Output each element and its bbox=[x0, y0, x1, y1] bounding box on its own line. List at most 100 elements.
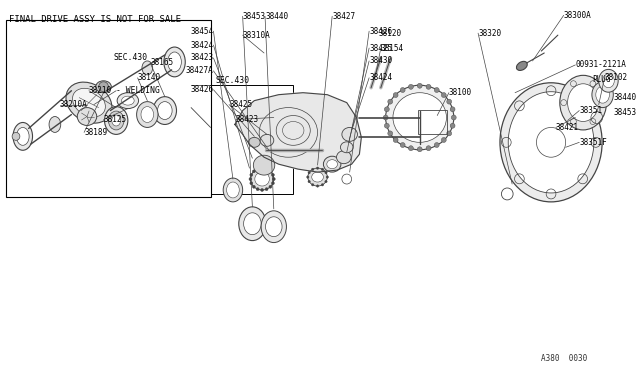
Circle shape bbox=[316, 185, 319, 187]
Circle shape bbox=[383, 115, 388, 120]
Circle shape bbox=[321, 168, 324, 170]
Ellipse shape bbox=[49, 116, 61, 132]
Ellipse shape bbox=[223, 178, 243, 202]
Ellipse shape bbox=[104, 107, 128, 134]
Circle shape bbox=[312, 168, 314, 170]
Text: 00931-2121A: 00931-2121A bbox=[575, 60, 627, 70]
Circle shape bbox=[400, 87, 405, 93]
Text: 38430: 38430 bbox=[369, 57, 392, 65]
Ellipse shape bbox=[253, 155, 275, 175]
Text: 38423: 38423 bbox=[236, 115, 259, 124]
Text: 38210: 38210 bbox=[89, 86, 112, 95]
Ellipse shape bbox=[157, 102, 172, 119]
Circle shape bbox=[308, 171, 310, 174]
Circle shape bbox=[451, 115, 456, 120]
Ellipse shape bbox=[603, 74, 614, 88]
Circle shape bbox=[250, 182, 253, 185]
Ellipse shape bbox=[168, 52, 181, 72]
Circle shape bbox=[450, 107, 455, 112]
Circle shape bbox=[256, 167, 259, 170]
Ellipse shape bbox=[141, 107, 154, 122]
Bar bbox=[418, 110, 447, 134]
Circle shape bbox=[417, 147, 422, 152]
Ellipse shape bbox=[250, 168, 274, 190]
Circle shape bbox=[426, 84, 431, 89]
Circle shape bbox=[325, 171, 327, 174]
Circle shape bbox=[388, 131, 393, 136]
Text: 38427: 38427 bbox=[332, 12, 355, 21]
Text: 38140: 38140 bbox=[138, 73, 161, 82]
Text: 38423: 38423 bbox=[190, 54, 214, 62]
Ellipse shape bbox=[244, 213, 261, 235]
Ellipse shape bbox=[77, 108, 97, 125]
Text: 38120: 38120 bbox=[379, 29, 402, 38]
Ellipse shape bbox=[327, 160, 337, 169]
Ellipse shape bbox=[342, 128, 358, 141]
Circle shape bbox=[400, 142, 405, 148]
Ellipse shape bbox=[108, 111, 124, 130]
Text: FINAL DRIVE ASSY IS NOT FOR SALE: FINAL DRIVE ASSY IS NOT FOR SALE bbox=[9, 15, 181, 24]
Circle shape bbox=[250, 173, 253, 176]
Text: 38310A: 38310A bbox=[243, 31, 271, 40]
Circle shape bbox=[408, 84, 413, 89]
Ellipse shape bbox=[393, 93, 447, 142]
Ellipse shape bbox=[117, 93, 139, 109]
Text: 38440: 38440 bbox=[265, 12, 288, 21]
Text: 38210A: 38210A bbox=[60, 100, 88, 109]
Text: SEC.430: SEC.430 bbox=[113, 54, 147, 62]
Circle shape bbox=[273, 177, 275, 180]
Text: 38100: 38100 bbox=[449, 88, 472, 97]
Ellipse shape bbox=[260, 134, 274, 146]
Ellipse shape bbox=[340, 142, 353, 153]
Ellipse shape bbox=[568, 84, 598, 122]
Circle shape bbox=[442, 138, 446, 142]
Text: 38351F: 38351F bbox=[579, 138, 607, 147]
Text: 38189: 38189 bbox=[84, 128, 108, 137]
Circle shape bbox=[426, 146, 431, 151]
Text: 38425: 38425 bbox=[229, 100, 252, 109]
Ellipse shape bbox=[337, 151, 351, 164]
Text: 38440: 38440 bbox=[613, 93, 636, 102]
Ellipse shape bbox=[96, 81, 111, 93]
Ellipse shape bbox=[164, 47, 185, 77]
Text: 38421: 38421 bbox=[556, 123, 579, 132]
Circle shape bbox=[269, 185, 272, 188]
Ellipse shape bbox=[153, 97, 177, 125]
Circle shape bbox=[435, 142, 439, 148]
Ellipse shape bbox=[261, 211, 287, 243]
Text: PLUG: PLUG bbox=[592, 75, 611, 84]
Circle shape bbox=[450, 123, 455, 128]
Ellipse shape bbox=[112, 115, 120, 126]
Circle shape bbox=[325, 180, 327, 183]
Ellipse shape bbox=[13, 122, 33, 150]
Ellipse shape bbox=[560, 76, 607, 130]
Circle shape bbox=[307, 176, 309, 178]
Ellipse shape bbox=[142, 61, 153, 75]
Ellipse shape bbox=[248, 137, 260, 147]
Circle shape bbox=[269, 170, 272, 173]
Circle shape bbox=[252, 185, 255, 188]
Circle shape bbox=[312, 184, 314, 186]
Circle shape bbox=[252, 170, 255, 173]
Circle shape bbox=[260, 167, 264, 170]
Circle shape bbox=[308, 180, 310, 183]
Ellipse shape bbox=[266, 217, 282, 237]
Circle shape bbox=[435, 87, 439, 93]
Circle shape bbox=[447, 99, 452, 104]
Ellipse shape bbox=[72, 88, 106, 117]
Circle shape bbox=[265, 187, 268, 190]
Circle shape bbox=[417, 83, 422, 88]
Circle shape bbox=[271, 182, 275, 185]
Text: 38320: 38320 bbox=[478, 29, 501, 38]
Circle shape bbox=[316, 167, 319, 169]
Text: 38453: 38453 bbox=[243, 12, 266, 21]
Ellipse shape bbox=[596, 86, 609, 103]
Circle shape bbox=[265, 167, 268, 170]
Circle shape bbox=[442, 93, 446, 97]
Ellipse shape bbox=[598, 69, 618, 92]
Ellipse shape bbox=[17, 128, 29, 145]
Ellipse shape bbox=[516, 61, 527, 70]
Text: 38154: 38154 bbox=[381, 44, 404, 52]
Circle shape bbox=[385, 107, 389, 112]
Text: SEC.430: SEC.430 bbox=[216, 76, 250, 85]
